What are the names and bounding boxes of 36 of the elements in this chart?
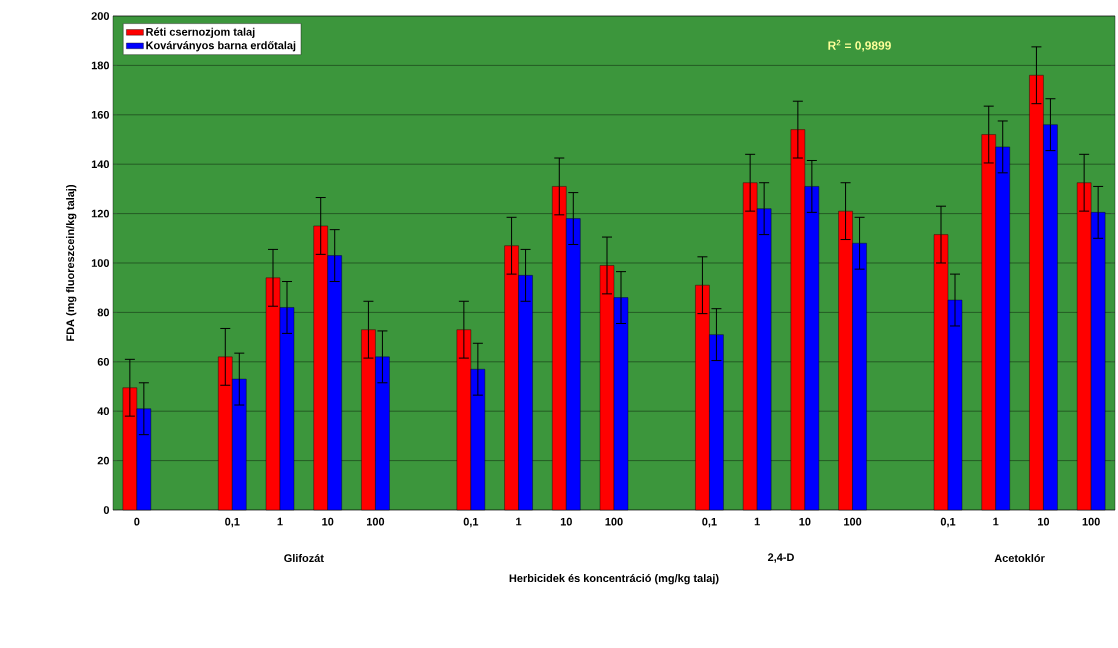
y-tick-label: 60 [97, 357, 110, 366]
y-tick-label: 80 [97, 308, 110, 317]
y-tick-label: 20 [97, 456, 110, 465]
x-tick-label: 10 [1038, 517, 1050, 526]
x-tick-label: 1 [277, 517, 283, 526]
x-tick-label: 10 [799, 517, 811, 526]
y-tick-label: 200 [91, 12, 110, 20]
x-tick-label: 10 [322, 517, 334, 526]
text: Acetoklór [994, 553, 1045, 563]
y-tick-label: 140 [91, 160, 110, 169]
x-tick-label: 0,1 [940, 517, 956, 528]
x-axis-title: Herbicidek és koncentráció (mg/kg talaj) [509, 573, 719, 585]
y-tick-label: 100 [91, 259, 110, 267]
x-tick-label: 1 [516, 517, 522, 526]
annotation: R$^{2}$ = 0,9899 [828, 39, 891, 52]
x-tick-label: 0,1 [225, 517, 240, 528]
x-tick-label: 100 [366, 517, 385, 526]
x-tick-label: 10 [560, 517, 572, 526]
y-tick-label: 160 [91, 110, 110, 119]
x-tick-label: 1 [754, 517, 760, 526]
legend-label: Kovárványos barna erdőtalaj [146, 41, 296, 52]
text: Glifozát [284, 553, 324, 563]
x-tick-label: 0,1 [702, 517, 717, 528]
x-tick-label: 100 [1082, 517, 1100, 526]
y-tick-label: 180 [91, 61, 110, 70]
x-tick-label: 100 [844, 517, 862, 526]
x-tick-label: 100 [605, 517, 623, 526]
x-tick-label: 1 [993, 517, 999, 526]
legend-label: Réti csernozjom talaj [146, 27, 255, 38]
text: 2,4-D [767, 553, 794, 563]
y-tick-label: 40 [97, 407, 110, 416]
y-tick-label: 120 [91, 209, 110, 218]
y-tick-label: 0 [103, 506, 110, 514]
y-axis-title: FDA (mg fluoreszcein/kg talaj) [66, 184, 77, 341]
x-tick-label: 0,1 [463, 517, 479, 528]
x-tick-label: 0 [134, 517, 140, 526]
